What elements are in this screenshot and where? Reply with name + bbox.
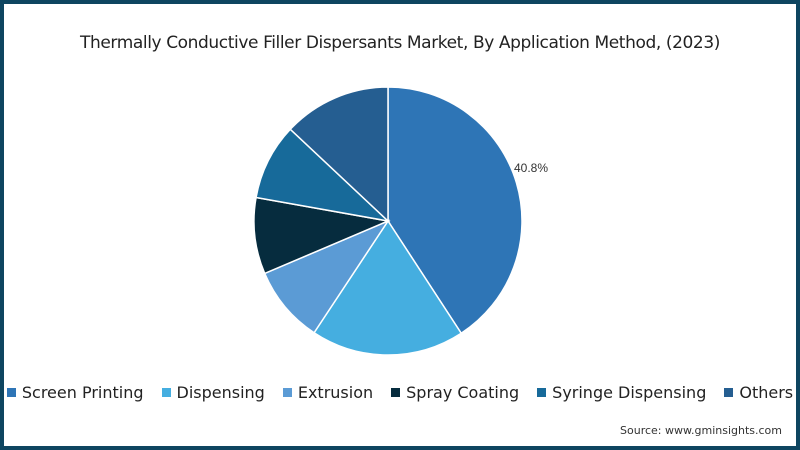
pie-slice-dispensing [313,219,463,356]
screen-printing-percent-label: 40.8% [514,161,548,175]
legend-swatch [537,388,547,397]
legend-item-spray-coating: Spray Coating [391,383,519,402]
chart-title: Thermally Conductive Filler Dispersants … [80,33,720,53]
legend: Screen Printing Dispensing Extrusion Spr… [0,383,800,402]
pie-slice-spray-coating [253,196,391,275]
pie-slices [253,86,523,356]
legend-swatch [161,388,171,397]
legend-swatch [6,388,16,397]
legend-swatch [724,388,734,397]
legend-item-extrusion: Extrusion [282,383,373,402]
legend-item-dispensing: Dispensing [161,383,265,402]
source-note: Source: www.gminsights.com [620,424,782,437]
legend-swatch [282,388,292,397]
legend-swatch [391,388,401,397]
pie-slice-others [289,86,389,223]
pie-slice-extrusion [263,219,391,334]
pie-slice-syringe-dispensing [255,128,391,223]
legend-item-screen-printing: Screen Printing [6,383,144,402]
legend-item-others: Others [724,383,793,402]
legend-item-syringe-dispensing: Syringe Dispensing [537,383,706,402]
